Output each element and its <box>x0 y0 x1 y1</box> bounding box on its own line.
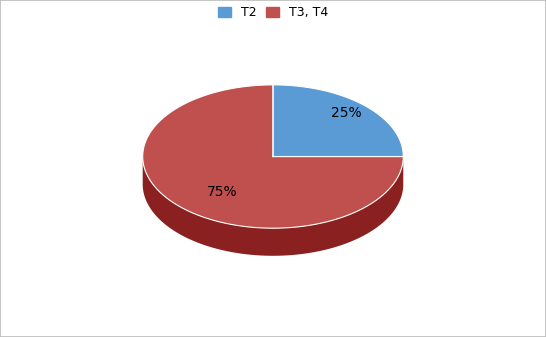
Legend: T2, T3, T4: T2, T3, T4 <box>213 1 333 24</box>
Polygon shape <box>143 158 403 256</box>
Text: 25%: 25% <box>331 106 362 120</box>
Polygon shape <box>273 85 403 156</box>
Polygon shape <box>143 85 403 228</box>
Text: 75%: 75% <box>207 185 238 199</box>
